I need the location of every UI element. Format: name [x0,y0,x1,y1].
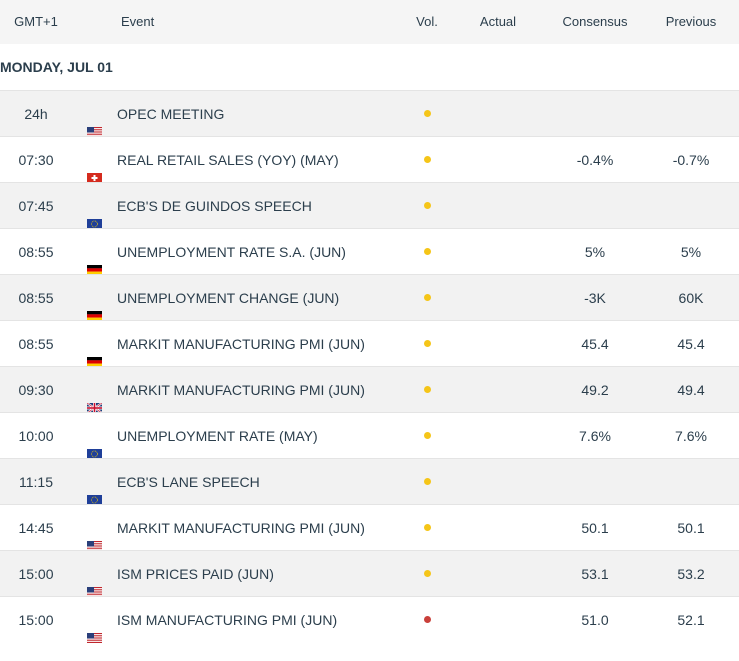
volatility-dot [424,294,431,301]
event-row: 24h OPEC MEETING [0,90,739,137]
event-row: 10:00 UNEMPLOYMENT RATE (MAY) 7.6% 7.6% [0,412,739,459]
flag [87,155,102,183]
flag-icon [87,449,102,459]
consensus: 7.6% [579,428,611,444]
event-name: OPEC MEETING [117,106,225,122]
time: 14:45 [18,520,54,536]
flag [87,247,102,275]
event-name: UNEMPLOYMENT RATE (MAY) [117,428,318,444]
volatility-dot [424,570,431,577]
flag [87,339,102,367]
previous: 7.6% [675,428,707,444]
flag [87,477,102,505]
event-row: 08:55 UNEMPLOYMENT RATE S.A. (JUN) 5% 5% [0,228,739,275]
consensus: 50.1 [581,520,609,536]
volatility-dot [424,202,431,209]
header-row: GMT+1 Event Vol. Actual Consensus Previo… [0,0,739,44]
time: 08:55 [18,244,54,260]
date-label: MONDAY, JUL 01 [0,59,113,75]
previous: 49.4 [677,382,705,398]
previous: 45.4 [677,336,705,352]
flag [87,201,102,229]
consensus: 45.4 [581,336,609,352]
event-name: ISM PRICES PAID (JUN) [117,566,274,582]
flag-icon [87,311,102,321]
flag-icon [87,219,102,229]
event-name: UNEMPLOYMENT RATE S.A. (JUN) [117,244,346,260]
flag-icon [87,265,102,275]
volatility-dot [424,432,431,439]
volatility-dot [424,478,431,485]
flag-icon [86,402,103,414]
volatility-dot [424,110,431,117]
consensus: 51.0 [581,612,609,628]
consensus: -0.4% [576,152,614,168]
header-cell: Vol. [416,14,438,29]
event-name: MARKIT MANUFACTURING PMI (JUN) [117,336,365,352]
time: 15:00 [18,566,54,582]
header-cell: Event [121,14,155,29]
previous: 52.1 [677,612,705,628]
volatility-dot [424,616,431,623]
event-row: 07:45 ECB'S DE GUINDOS SPEECH [0,182,739,229]
header-cell: Previous [665,14,717,29]
time: 11:15 [19,474,53,490]
flag-icon [87,173,102,183]
flag [87,293,102,321]
date-row: MONDAY, JUL 01 [0,44,739,90]
header-cell: Consensus [562,14,628,29]
consensus: -3K [584,290,606,306]
event-row: 09:30 MARKIT MANUFACTURING PMI (JUN) 49.2 4… [0,366,739,414]
event-row: 14:45 MARKIT MANUFACTURING PMI (JUN) 50.1 5… [0,504,739,551]
flag-icon [87,495,102,505]
flag-icon [87,357,102,367]
event-name: MARKIT MANUFACTURING PMI (JUN) [117,382,365,398]
volatility-dot [424,524,431,531]
previous: 50.1 [677,520,705,536]
time: 08:55 [18,336,54,352]
previous: 5% [680,244,702,260]
time: 24h [24,106,48,122]
flag [87,109,102,137]
time: 09:30 [18,382,54,398]
previous: -0.7% [672,152,710,168]
event-name: REAL RETAIL SALES (YOY) (MAY) [117,152,339,168]
flag-icon [87,633,102,643]
event-name: ISM MANUFACTURING PMI (JUN) [117,612,338,628]
consensus: 5% [584,244,606,260]
flag [86,385,103,414]
event-name: MARKIT MANUFACTURING PMI (JUN) [117,520,365,536]
volatility-dot [424,340,431,347]
event-row: 08:55 UNEMPLOYMENT CHANGE (JUN) -3K 60K [0,274,739,321]
previous: 60K [678,290,704,306]
flag [87,431,102,459]
time: 08:55 [18,290,54,306]
calendar: GMT+1 Event Vol. Actual Consensus Previo… [0,0,739,643]
event-row: 08:55 MARKIT MANUFACTURING PMI (JUN) 45.4 4… [0,320,739,367]
header-cell: GMT+1 [14,14,58,29]
event-name: UNEMPLOYMENT CHANGE (JUN) [117,290,340,306]
event-name: ECB'S LANE SPEECH [117,474,260,490]
time: 07:30 [18,152,54,168]
flag [87,615,102,643]
header-cell: Actual [479,14,517,29]
event-name: ECB'S DE GUINDOS SPEECH [117,198,312,214]
flag [87,523,102,551]
volatility-dot [424,248,431,255]
consensus: 49.2 [581,382,609,398]
volatility-dot [424,386,431,393]
previous: 53.2 [677,566,705,582]
time: 10:00 [18,428,54,444]
event-row: 07:30 REAL RETAIL SALES (YOY) (MAY) -0.4% -… [0,136,739,183]
time: 07:45 [18,198,54,214]
event-row: 11:15 ECB'S LANE SPEECH [0,458,739,505]
consensus: 53.1 [581,566,609,582]
flag [87,569,102,597]
event-row: 15:00 ISM MANUFACTURING PMI (JUN) 51.0 52.1 [0,596,739,643]
volatility-dot [424,156,431,163]
time: 15:00 [18,612,54,628]
event-row: 15:00 ISM PRICES PAID (JUN) 53.1 53.2 [0,550,739,597]
